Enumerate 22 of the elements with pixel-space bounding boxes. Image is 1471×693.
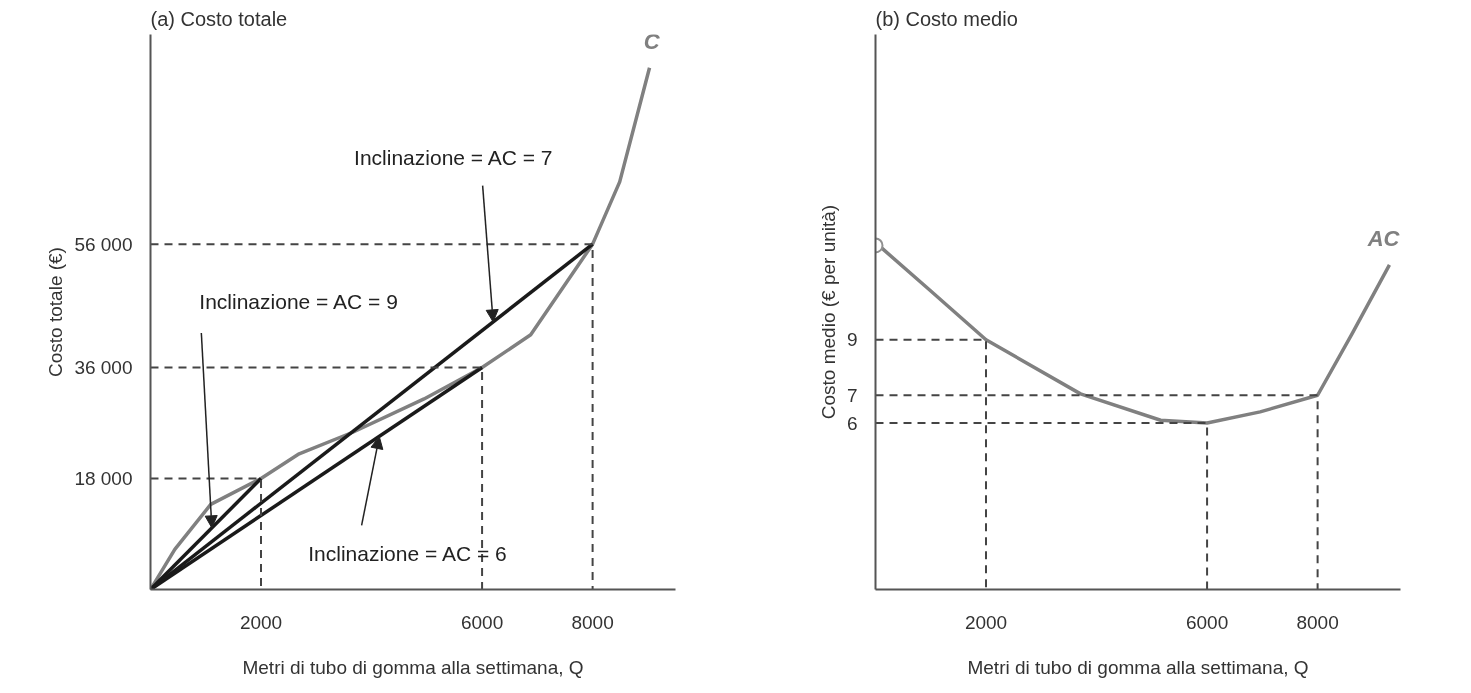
x-axis-title: Metri di tubo di gomma alla settimana, Q xyxy=(242,656,584,678)
y-tick-label: 7 xyxy=(846,384,858,406)
y-tick-label: 36 000 xyxy=(74,357,133,378)
chart-title: (a) Costo totale xyxy=(150,7,288,30)
y-axis-title: Costo medio (€ per unità) xyxy=(817,204,839,420)
annotation: Inclinazione = AC = 6 xyxy=(308,542,507,566)
y-tick-label: 9 xyxy=(846,329,858,351)
x-axis-title: Metri di tubo di gomma alla settimana, Q xyxy=(967,656,1309,678)
chart-title: (b) Costo medio xyxy=(875,7,1018,30)
x-tick-label: 6000 xyxy=(1185,611,1229,633)
x-tick-label: 2000 xyxy=(964,611,1008,633)
x-tick-label: 6000 xyxy=(460,611,504,633)
y-tick-label: 18 000 xyxy=(74,468,133,489)
annotation: Inclinazione = AC = 7 xyxy=(354,146,553,170)
x-tick-label: 8000 xyxy=(571,611,614,633)
y-tick-label: 56 000 xyxy=(74,233,133,255)
y-axis-title: Costo totale (€) xyxy=(45,247,67,377)
x-tick-label: 8000 xyxy=(1296,611,1339,633)
x-tick-label: 2000 xyxy=(239,611,283,633)
y-tick-label: 6 xyxy=(846,412,858,434)
series-label: AC xyxy=(1366,225,1401,251)
annotation: Inclinazione = AC = 9 xyxy=(199,290,398,314)
